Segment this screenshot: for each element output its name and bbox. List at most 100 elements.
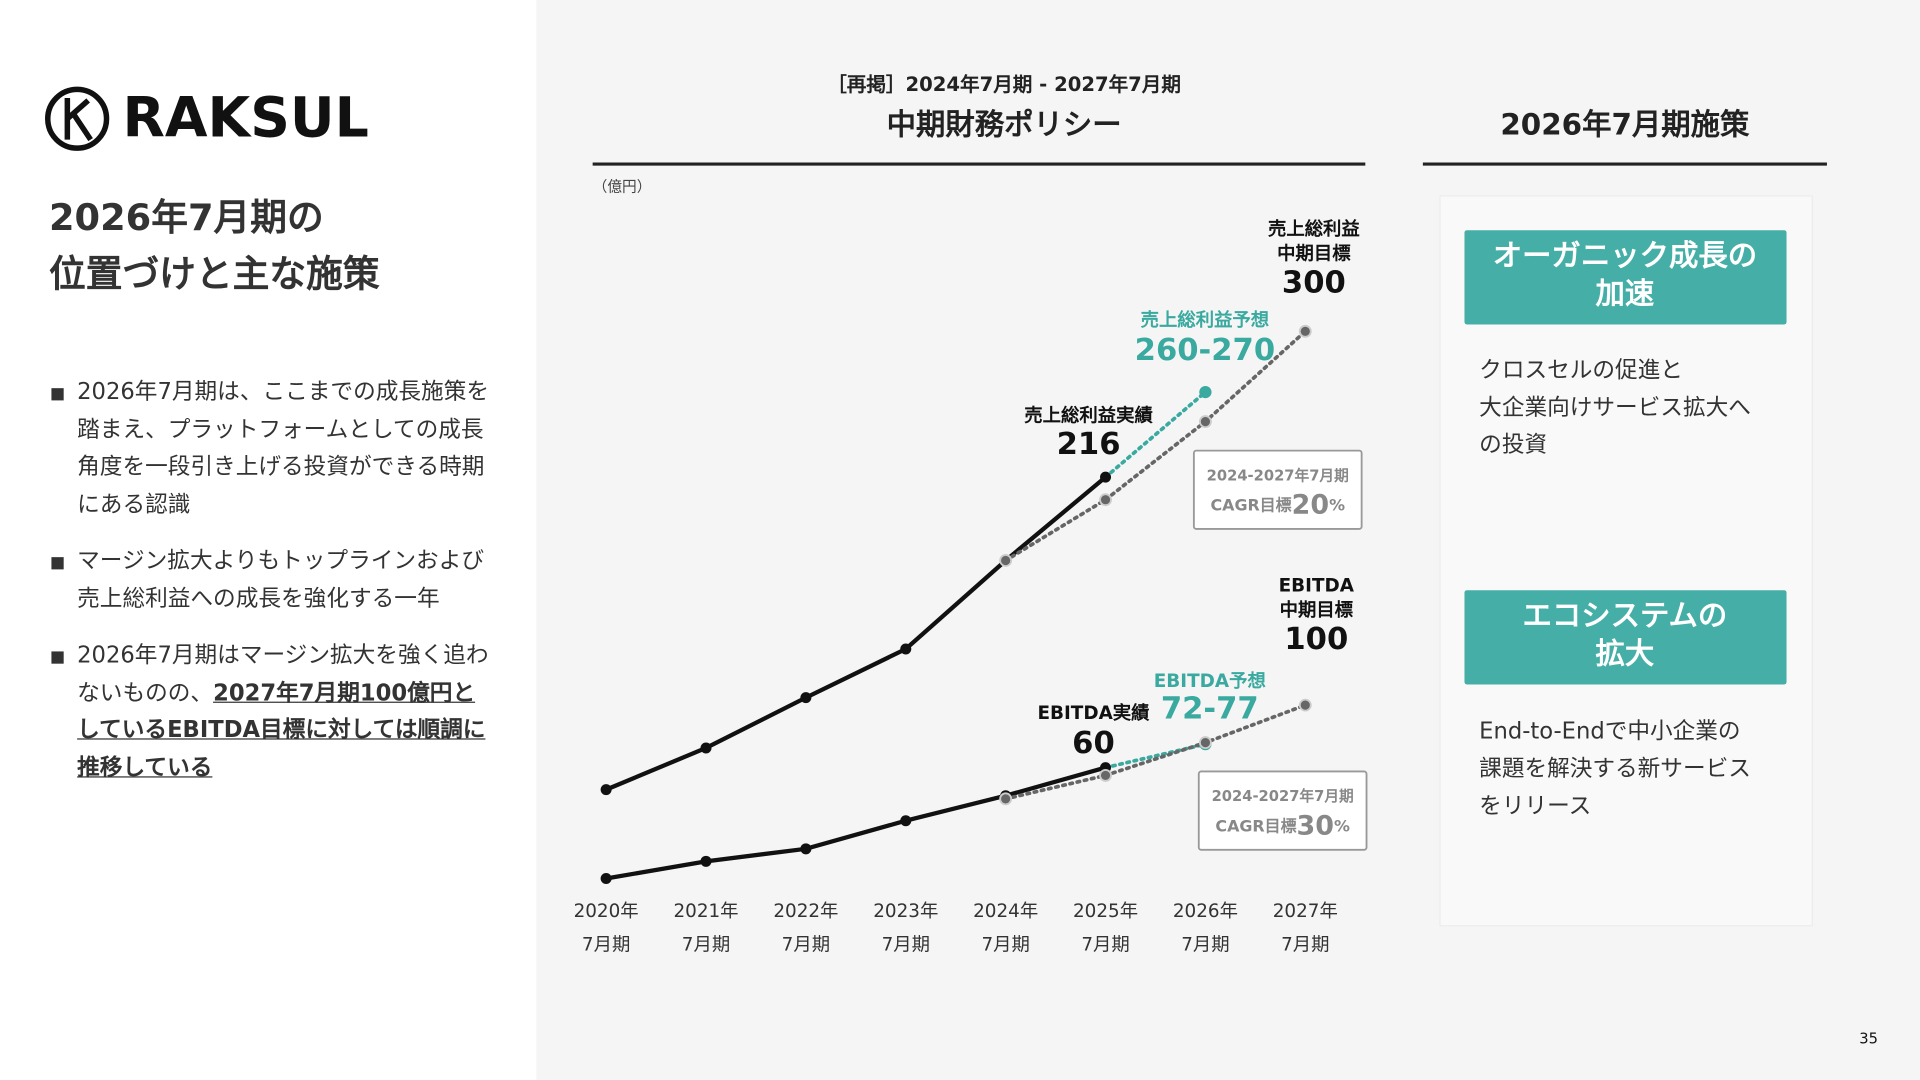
initiative-description: の投資 (1479, 432, 1547, 458)
initiative-description: End-to-Endで中小企業の (1479, 719, 1740, 745)
initiative-card (1464, 590, 1787, 685)
initiative-description: 大企業向けサービス拡大へ (1479, 395, 1751, 421)
data-label: 216 (1057, 427, 1121, 462)
page-number: 35 (1859, 1031, 1878, 1048)
data-point (800, 843, 812, 855)
initiative-description: クロスセルの促進と (1479, 358, 1683, 384)
cagr-line: CAGR目標20% (1210, 489, 1345, 520)
x-tick-label: 2023年 (873, 901, 938, 922)
bullet-list: 2026年7月期は、ここまでの成長施策を踏まえ、プラットフォームとしての成長角度… (49, 375, 496, 807)
series-name: EBITDA予想 (1154, 670, 1266, 692)
data-label: 300 (1282, 266, 1346, 301)
data-label: 72-77 (1161, 692, 1259, 727)
series-line (603, 765, 1108, 881)
x-tick-label: 2022年 (773, 901, 838, 922)
data-point (700, 855, 712, 867)
series-line (1103, 742, 1208, 770)
data-point (700, 742, 712, 754)
data-point (600, 872, 612, 885)
series-line (1003, 329, 1308, 563)
logo-icon-mark (64, 97, 93, 142)
series-line (1103, 390, 1208, 479)
x-tick-label: 2021年 (673, 901, 738, 922)
x-tick-label: 7月期 (782, 934, 830, 955)
data-point (1099, 768, 1112, 782)
cagr-box (1197, 770, 1368, 851)
series-name: EBITDA実績 (1037, 702, 1150, 724)
x-tick-label: 7月期 (682, 934, 730, 955)
heading: 2026年7月期の 位置づけと主な施策 (49, 191, 380, 304)
x-tick-label: 2020年 (574, 901, 639, 922)
panel-title: 2026年7月期施策 (1500, 108, 1750, 142)
x-tick-label: 7月期 (1081, 934, 1129, 955)
logo-text: RAKSUL (122, 85, 367, 149)
bullet: マージン拡大よりもトップラインおよび売上総利益への成長を強化する一年 (49, 544, 496, 619)
cagr-period: 2024-2027年7月期 (1207, 466, 1349, 484)
series-line (1003, 703, 1308, 801)
logo-icon (45, 86, 110, 151)
initiative-card (1464, 230, 1787, 325)
unit-label: （億円） (593, 178, 652, 195)
cagr-box (1192, 449, 1363, 530)
data-label: 100 (1284, 622, 1348, 657)
x-tick-label: 2027年 (1273, 901, 1338, 922)
cagr-label: CAGR目標 (1215, 816, 1296, 835)
cagr-unit: % (1329, 495, 1345, 514)
chart-subtitle: ［再掲］2024年7月期 - 2027年7月期 (827, 73, 1181, 96)
data-label: 260-270 (1135, 333, 1276, 368)
series-name: EBITDA (1279, 576, 1355, 597)
heading-line: 位置づけと主な施策 (48, 253, 380, 297)
x-tick-label: 7月期 (1281, 934, 1329, 955)
x-tick-label: 7月期 (882, 934, 930, 955)
data-point (1099, 493, 1112, 507)
cagr-label: CAGR目標 (1210, 495, 1291, 514)
left-panel (0, 0, 537, 1080)
data-point (1199, 385, 1212, 399)
initiative-description: をリリース (1479, 793, 1591, 819)
data-point (1298, 324, 1312, 338)
chart-title: 中期財務ポリシー (887, 108, 1122, 142)
heading-line: 2026年7月期の (48, 197, 324, 240)
data-point (1198, 736, 1212, 750)
cagr-value: 20 (1292, 489, 1329, 520)
data-point (1298, 698, 1312, 712)
cagr-unit: % (1334, 816, 1350, 835)
data-label: 60 (1072, 726, 1115, 761)
x-tick-label: 2025年 (1073, 901, 1138, 922)
x-tick-label: 7月期 (981, 934, 1029, 955)
data-point (1198, 415, 1212, 429)
bullet-emphasis: 2027年7月期100億円としているEBITDA目標に対しては順調に推移している (77, 680, 486, 781)
bullet-text: 2026年7月期はマージン拡大を強く追わないものの、 (77, 642, 489, 706)
series-line (603, 475, 1108, 792)
data-point (999, 792, 1013, 806)
data-point (1100, 471, 1112, 483)
bullet-text: マージン拡大よりもトップラインおよび売上総利益への成長を強化する一年 (77, 548, 484, 612)
series-name: 売上総利益予想 (1141, 309, 1270, 331)
series-name: 中期目標 (1280, 599, 1354, 621)
series-name: 売上総利益 (1268, 218, 1360, 240)
x-tick-label: 7月期 (582, 934, 630, 955)
initiative-description: 課題を解決する新サービス (1479, 756, 1751, 782)
initiative-title: エコシステムの (1523, 599, 1728, 633)
initiative-title: 加速 (1596, 277, 1655, 311)
data-point (999, 554, 1013, 567)
bullet: 2026年7月期は、ここまでの成長施策を踏まえ、プラットフォームとしての成長角度… (49, 375, 496, 524)
cagr-line: CAGR目標30% (1215, 810, 1350, 841)
cagr-value: 30 (1297, 810, 1334, 841)
initiative-title: 拡大 (1596, 637, 1655, 671)
data-point (800, 692, 812, 704)
initiative-title: オーガニック成長の (1493, 239, 1757, 273)
bullet-text: 2026年7月期は、ここまでの成長施策を踏まえ、プラットフォームとしての成長角度… (77, 379, 490, 518)
x-tick-label: 2026年 (1173, 901, 1238, 922)
series-name: 中期目標 (1277, 243, 1351, 265)
bullet: 2026年7月期はマージン拡大を強く追わないものの、2027年7月期100億円と… (49, 638, 496, 787)
x-tick-label: 2024年 (973, 901, 1038, 922)
data-point (600, 784, 612, 796)
x-tick-label: 7月期 (1181, 934, 1229, 955)
data-point (900, 643, 912, 655)
series-name: 売上総利益実績 (1024, 404, 1153, 426)
cagr-period: 2024-2027年7月期 (1212, 787, 1354, 805)
logo: RAKSUL (45, 85, 367, 151)
